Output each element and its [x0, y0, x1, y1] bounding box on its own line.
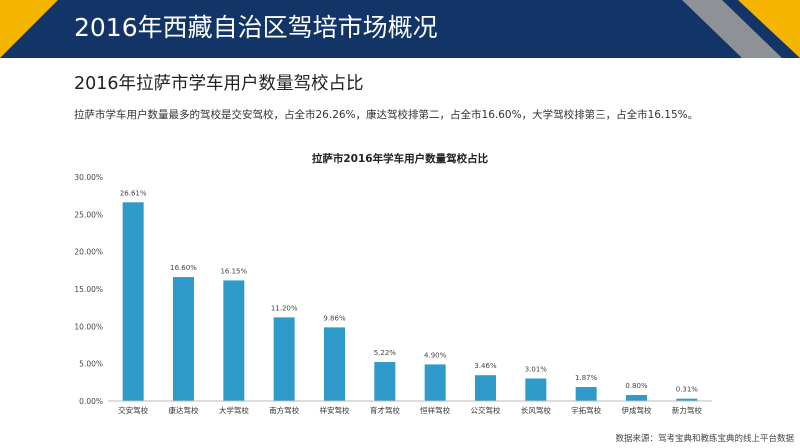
- header-right-gray-stripe: [682, 0, 782, 58]
- data-label: 5.22%: [374, 349, 397, 357]
- bar: [173, 277, 194, 401]
- x-tick-label: 南方驾校: [269, 405, 299, 415]
- bar: [122, 202, 144, 401]
- x-axis: 交安驾校 康达驾校 大学驾校 南方驾校 祥安驾校 育才驾校 恒祥驾校 公交驾校 长风驾校 宇拓驾校…: [108, 400, 712, 415]
- header-bar: 2016年西藏自治区驾培市场概况: [0, 0, 800, 58]
- data-label: 26.61%: [120, 189, 147, 197]
- y-tick-label: 20.00%: [74, 248, 103, 257]
- y-tick-label: 10.00%: [74, 322, 103, 331]
- y-tick-label: 30.00%: [74, 173, 103, 182]
- data-label: 1.87%: [575, 374, 598, 382]
- data-label: 11.20%: [271, 304, 298, 312]
- x-tick-label: 公交驾校: [471, 405, 501, 415]
- y-tick-label: 0.00%: [79, 397, 103, 406]
- chart-title: 拉萨市2016年学车用户数量驾校占比: [312, 152, 489, 165]
- x-tick-label: 宇拓驾校: [571, 405, 601, 415]
- bar: [223, 280, 245, 401]
- data-label: 9.86%: [323, 314, 346, 322]
- x-tick-label: 大学驾校: [219, 405, 249, 415]
- data-label: 0.80%: [625, 382, 648, 390]
- header-left-accent: [0, 0, 58, 58]
- y-tick-label: 25.00%: [74, 210, 103, 219]
- page-title: 2016年西藏自治区驾培市场概况: [74, 13, 438, 42]
- data-source-note: 数据来源：驾考宝典和教练宝典的线上平台数据: [615, 434, 794, 444]
- bar: [575, 387, 597, 401]
- section-summary: 拉萨市学车用户数量最多的驾校是交安驾校，占全市26.26%，康达驾校排第二，占全…: [74, 109, 699, 121]
- bar: [525, 378, 547, 401]
- x-tick-label: 交安驾校: [118, 405, 148, 415]
- x-tick-label: 育才驾校: [370, 405, 400, 415]
- bar: [324, 327, 345, 401]
- data-label: 3.01%: [525, 366, 548, 374]
- header-right-accent: [738, 0, 800, 58]
- data-label: 16.60%: [170, 264, 197, 272]
- x-tick-label: 新力驾校: [672, 405, 702, 415]
- y-axis: 0.00% 5.00% 10.00% 15.00% 20.00% 25.00% 30.00%: [74, 173, 103, 406]
- bar: [626, 395, 647, 401]
- bar: [424, 364, 446, 401]
- x-tick-label: 长风驾校: [521, 405, 551, 415]
- section-title: 2016年拉萨市学车用户数量驾校占比: [74, 74, 364, 94]
- y-tick-label: 5.00%: [79, 360, 103, 369]
- x-tick-label: 恒祥驾校: [420, 405, 450, 415]
- data-label: 3.46%: [474, 362, 497, 370]
- header-decoration: [0, 0, 800, 58]
- bar: [374, 362, 396, 401]
- bar: [676, 398, 698, 401]
- x-tick-label: 康达驾校: [169, 405, 199, 415]
- data-label: 4.90%: [424, 351, 447, 359]
- bars: 26.61% 16.60% 16.15% 11.20% 9.86% 5.22% 4.90% 3…: [120, 189, 698, 401]
- data-label: 16.15%: [220, 267, 247, 275]
- y-tick-label: 15.00%: [74, 285, 103, 294]
- x-tick-label: 祥安驾校: [320, 405, 350, 415]
- bar: [273, 317, 295, 401]
- x-tick-label: 伊成驾校: [622, 405, 652, 415]
- bar: [475, 375, 496, 401]
- data-label: 0.31%: [676, 386, 699, 394]
